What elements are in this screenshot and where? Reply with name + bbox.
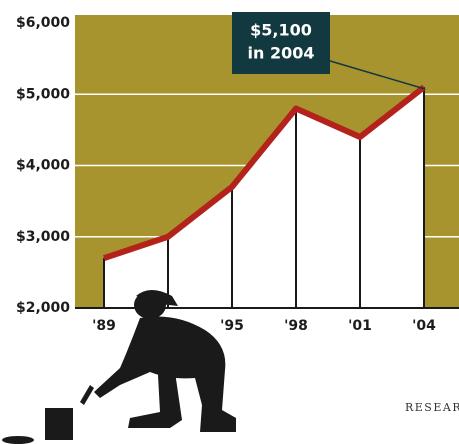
- chart: $2,000 $3,000 $4,000 $5,000 $6,000 '89 '95 '98 '…: [0, 0, 459, 444]
- annotation-line: $5,100: [250, 21, 312, 40]
- x-tick-label: '95: [220, 318, 244, 334]
- y-tick-label: $2,000: [16, 300, 70, 316]
- y-tick-label: $5,000: [16, 86, 70, 102]
- x-tick-label: '04: [412, 318, 436, 334]
- x-tick-label: '89: [92, 318, 116, 334]
- x-tick-label: '01: [348, 318, 372, 334]
- y-tick-label: $4,000: [16, 158, 70, 174]
- source: RESEAR: [405, 401, 459, 414]
- y-tick-label: $6,000: [16, 15, 70, 31]
- x-tick-label: '98: [284, 318, 308, 334]
- y-tick-label: $3,000: [16, 229, 70, 245]
- annotation-line: in 2004: [248, 44, 315, 63]
